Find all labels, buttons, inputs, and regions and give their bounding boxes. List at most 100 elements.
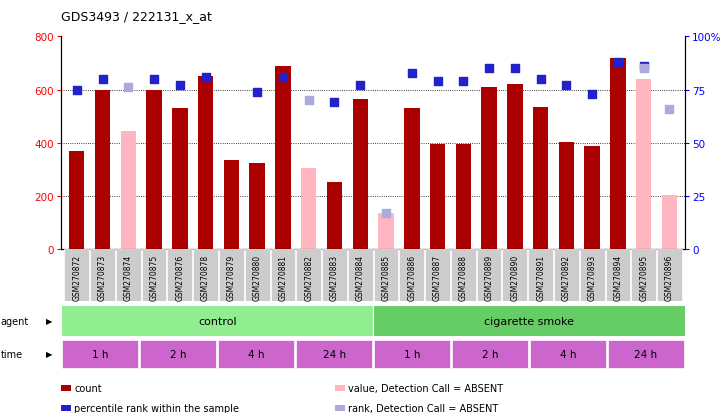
Text: GSM270872: GSM270872 <box>72 254 81 300</box>
Text: rank, Detection Call = ABSENT: rank, Detection Call = ABSENT <box>348 403 498 413</box>
Bar <box>636 80 652 250</box>
Text: 1 h: 1 h <box>404 349 420 359</box>
Bar <box>69 152 84 250</box>
Bar <box>662 195 677 250</box>
Text: 4 h: 4 h <box>248 349 265 359</box>
Bar <box>348 250 373 301</box>
Text: GSM270891: GSM270891 <box>536 254 545 300</box>
Text: GSM270894: GSM270894 <box>614 254 622 300</box>
Bar <box>167 250 193 301</box>
Text: GSM270888: GSM270888 <box>459 254 468 300</box>
Point <box>432 78 443 85</box>
Bar <box>249 164 265 250</box>
Text: GSM270889: GSM270889 <box>485 254 494 300</box>
Bar <box>62 340 138 368</box>
Text: GSM270884: GSM270884 <box>355 254 365 300</box>
Bar <box>90 250 115 301</box>
Bar <box>270 250 296 301</box>
Point <box>355 83 366 89</box>
Point <box>123 85 134 92</box>
Bar <box>430 145 446 250</box>
Point <box>483 66 495 72</box>
Point <box>252 89 263 96</box>
Bar <box>657 250 682 301</box>
Bar <box>585 146 600 250</box>
Text: GSM270874: GSM270874 <box>124 254 133 300</box>
Bar <box>452 340 528 368</box>
Bar <box>379 214 394 250</box>
Text: control: control <box>198 316 236 326</box>
Text: ▶: ▶ <box>46 317 53 325</box>
Bar <box>120 132 136 250</box>
Text: 2 h: 2 h <box>170 349 187 359</box>
Text: GSM270892: GSM270892 <box>562 254 571 300</box>
Bar <box>275 66 291 250</box>
Point <box>612 59 624 66</box>
Bar <box>606 250 630 301</box>
Point <box>406 70 417 77</box>
Text: GSM270875: GSM270875 <box>149 254 159 300</box>
Text: GSM270895: GSM270895 <box>640 254 648 300</box>
Point <box>200 74 211 81</box>
Bar <box>301 169 317 250</box>
Bar <box>244 250 270 301</box>
Text: cigarette smoke: cigarette smoke <box>484 316 574 326</box>
Text: GSM270880: GSM270880 <box>252 254 262 300</box>
Bar <box>141 340 216 368</box>
Bar <box>425 250 450 301</box>
Bar <box>64 250 89 301</box>
Point <box>638 66 650 72</box>
Bar <box>61 306 373 337</box>
Bar <box>296 340 372 368</box>
Point <box>329 100 340 107</box>
Bar <box>404 109 420 250</box>
Point <box>664 106 676 113</box>
Text: agent: agent <box>1 316 29 326</box>
Bar <box>482 88 497 250</box>
Bar <box>374 340 450 368</box>
Bar <box>528 250 553 301</box>
Bar <box>373 306 685 337</box>
Text: ▶: ▶ <box>46 350 53 358</box>
Point <box>149 76 160 83</box>
Bar <box>353 100 368 250</box>
Text: GSM270896: GSM270896 <box>665 254 674 300</box>
Text: GSM270890: GSM270890 <box>510 254 519 300</box>
Bar <box>533 108 549 250</box>
Bar <box>224 161 239 250</box>
Bar <box>218 340 294 368</box>
Point <box>71 87 82 94</box>
Bar <box>322 250 347 301</box>
Bar <box>507 85 523 250</box>
Point <box>97 76 108 83</box>
Bar <box>116 250 141 301</box>
Text: GSM270886: GSM270886 <box>407 254 416 300</box>
Text: GSM270878: GSM270878 <box>201 254 210 300</box>
Point <box>586 91 598 98</box>
Point <box>303 98 314 104</box>
Bar <box>219 250 244 301</box>
Bar <box>632 250 656 301</box>
Point <box>561 83 572 89</box>
Text: 24 h: 24 h <box>634 349 658 359</box>
Text: percentile rank within the sample: percentile rank within the sample <box>74 403 239 413</box>
Text: GSM270885: GSM270885 <box>381 254 391 300</box>
Bar <box>142 250 167 301</box>
Bar <box>477 250 502 301</box>
Bar <box>608 340 684 368</box>
Text: GSM270879: GSM270879 <box>227 254 236 300</box>
Text: GDS3493 / 222131_x_at: GDS3493 / 222131_x_at <box>61 10 212 23</box>
Text: GSM270881: GSM270881 <box>278 254 288 300</box>
Bar <box>94 90 110 250</box>
Text: 1 h: 1 h <box>92 349 109 359</box>
Bar <box>580 250 604 301</box>
Text: GSM270876: GSM270876 <box>175 254 185 300</box>
Text: GSM270883: GSM270883 <box>330 254 339 300</box>
Text: GSM270887: GSM270887 <box>433 254 442 300</box>
Text: GSM270882: GSM270882 <box>304 254 313 300</box>
Bar <box>172 109 187 250</box>
Point <box>535 76 547 83</box>
Bar <box>399 250 424 301</box>
Text: 4 h: 4 h <box>559 349 576 359</box>
Point <box>638 64 650 70</box>
